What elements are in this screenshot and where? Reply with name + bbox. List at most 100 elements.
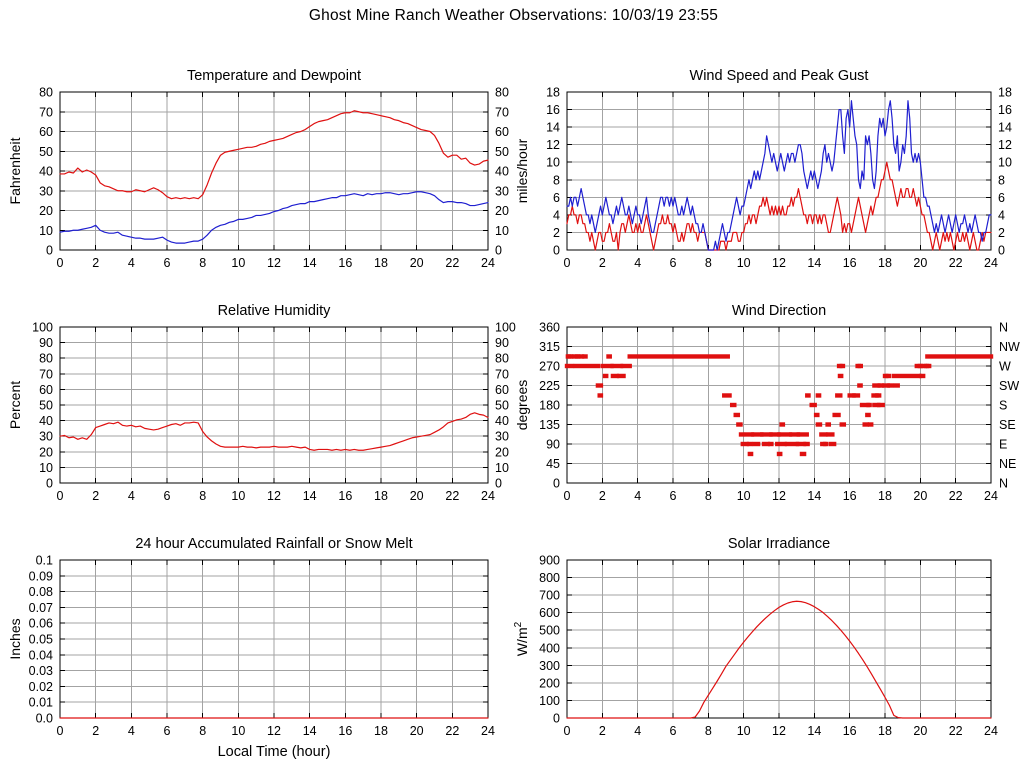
y-tick-label: 60 <box>39 125 53 139</box>
y-tick-label-right: 2 <box>998 226 1005 240</box>
data-points <box>813 412 820 418</box>
wind-speed-gust-chart: 0 2 4 6 8 10 12 14 16 18 20 22 240246810121416180246… <box>514 68 1012 270</box>
x-tick-label: 10 <box>231 256 245 270</box>
x-tick-label: 16 <box>843 256 857 270</box>
y-tick-label: 0 <box>553 712 560 726</box>
y-tick-label-right: 50 <box>495 399 509 413</box>
y-tick-label: 300 <box>539 659 560 673</box>
y-tick-label: 180 <box>539 399 560 413</box>
y-tick-label: 60 <box>39 383 53 397</box>
y-tick-label: 225 <box>539 379 560 393</box>
data-points <box>893 383 900 388</box>
x-tick-label: 10 <box>231 724 245 738</box>
data-points <box>769 432 781 437</box>
y-tick-label: 50 <box>39 145 53 159</box>
data-points <box>610 363 624 369</box>
chart-title: 24 hour Accumulated Rainfall or Snow Mel… <box>135 536 412 552</box>
y-tick-label-right: 16 <box>998 103 1012 117</box>
data-points <box>582 354 588 359</box>
data-points <box>825 422 832 427</box>
line-series-peak-gust <box>566 100 992 251</box>
x-tick-label: 20 <box>913 489 927 503</box>
tick-marks <box>59 559 489 719</box>
y-tick-label: 14 <box>546 121 560 135</box>
y-tick-label: 10 <box>546 156 560 170</box>
x-tick-label: 0 <box>564 489 571 503</box>
x-tick-label: 10 <box>737 724 751 738</box>
compass-label: S <box>999 399 1007 413</box>
y-tick-label-right: 80 <box>495 86 509 100</box>
data-points <box>847 393 856 398</box>
rainfall-chart: 0 2 4 6 8 10 12 14 16 18 20 22 240.00.010.020.030.04… <box>7 536 495 760</box>
compass-label: N <box>999 477 1008 491</box>
y-tick-label: 12 <box>546 138 560 152</box>
y-tick-label-right: 12 <box>998 138 1012 152</box>
y-tick-label: 0.04 <box>29 648 53 662</box>
data-points <box>627 354 730 359</box>
y-tick-label-right: 50 <box>495 145 509 159</box>
x-tick-label: 8 <box>705 724 712 738</box>
data-points <box>760 432 773 437</box>
y-tick-label: 90 <box>39 336 53 350</box>
chart-title: Wind Speed and Peak Gust <box>690 68 869 84</box>
y-tick-label: 70 <box>39 105 53 119</box>
data-points <box>747 451 754 457</box>
x-tick-label: 4 <box>634 256 641 270</box>
y-tick-label: 0 <box>553 477 560 491</box>
x-tick-label: 8 <box>705 489 712 503</box>
data-points <box>919 373 926 379</box>
x-tick-label: 12 <box>772 489 786 503</box>
data-points <box>796 432 809 437</box>
data-points <box>835 393 843 398</box>
data-points <box>925 363 932 369</box>
y-axis-label: Percent <box>7 381 23 429</box>
data-points <box>740 441 749 447</box>
data-points <box>857 363 863 369</box>
y-tick-label: 6 <box>553 191 560 205</box>
data-points <box>595 383 604 388</box>
y-tick-label: 50 <box>39 399 53 413</box>
y-tick-label: 20 <box>39 204 53 218</box>
data-points <box>872 383 881 388</box>
y-tick-label-right: 90 <box>495 336 509 350</box>
data-points <box>815 393 822 398</box>
tick-marks <box>59 91 489 251</box>
x-tick-label: 24 <box>984 489 998 503</box>
data-points <box>736 422 743 427</box>
data-points <box>779 422 786 427</box>
gridlines <box>567 327 991 483</box>
y-tick-label: 315 <box>539 340 560 354</box>
data-points <box>839 422 847 427</box>
data-points <box>789 432 801 437</box>
y-tick-label: 18 <box>546 86 560 100</box>
data-points <box>799 451 807 457</box>
y-tick-label: 800 <box>539 571 560 585</box>
x-tick-label: 14 <box>303 724 317 738</box>
data-points <box>752 441 761 447</box>
compass-label: E <box>999 438 1007 452</box>
scatter-series-wind-direction <box>564 354 994 457</box>
line-series-temperature <box>59 110 489 200</box>
y-tick-label-right: 40 <box>495 165 509 179</box>
x-tick-label: 22 <box>949 489 963 503</box>
y-tick-label: 500 <box>539 624 560 638</box>
data-points <box>602 373 609 379</box>
chart-title: Relative Humidity <box>218 303 332 319</box>
data-points <box>578 354 585 359</box>
y-tick-label-right: 4 <box>998 208 1005 222</box>
data-points <box>828 441 837 447</box>
x-tick-label: 4 <box>128 724 135 738</box>
y-axis-label: miles/hour <box>514 138 530 203</box>
tick-marks <box>566 91 992 251</box>
x-tick-label: 20 <box>410 256 424 270</box>
x-tick-label: 2 <box>599 256 606 270</box>
data-points <box>805 393 811 398</box>
compass-label: SE <box>999 418 1016 432</box>
y-tick-label: 100 <box>32 321 53 335</box>
y-tick-label-right: 10 <box>998 156 1012 170</box>
data-points <box>877 383 885 388</box>
x-tick-label: 0 <box>57 489 64 503</box>
data-points <box>597 393 604 398</box>
wind-direction-chart: 0 2 4 6 8 10 12 14 16 18 20 22 240459013518022527031… <box>514 303 1020 503</box>
